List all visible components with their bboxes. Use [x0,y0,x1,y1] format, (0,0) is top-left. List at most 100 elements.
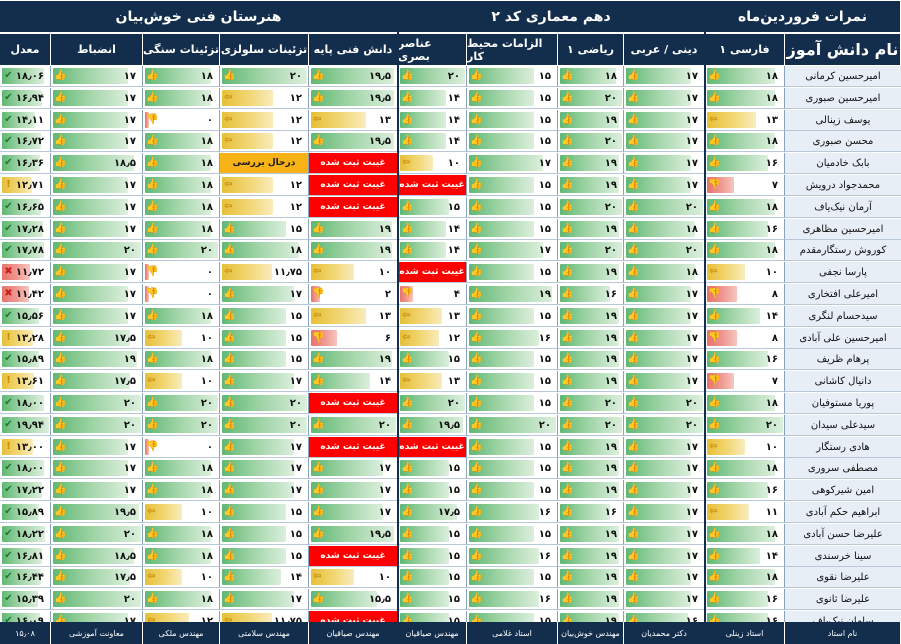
grade-cell-dini-arabi[interactable]: 👍 ۱۷ [624,110,705,131]
grade-cell-farsi[interactable]: 👍 ۱۶ [705,480,785,501]
student-name-cell[interactable]: سیدعلی سیدان [785,415,901,436]
grade-cell-tazeinat-sangi[interactable]: ⇦ ۱۰ [143,502,220,523]
col-header-tazeinat-sangi[interactable]: تزئینات سنگی [143,32,220,65]
grade-cell-moadel[interactable]: ✔ ۱۶٫۶۵ [0,197,51,218]
grade-cell-farsi[interactable]: 👍 ۱۸ [705,88,785,109]
grade-cell-tazeinat-sangi[interactable]: 👍 ۱۸ [143,197,220,218]
grade-cell-riazi[interactable]: 👍 ۱۹ [558,546,624,567]
grade-cell-danesh[interactable]: 👍 ۱۹٫۵ [309,131,398,152]
grade-cell-anasor[interactable]: 👍 ۱۴ [398,88,467,109]
grade-cell-farsi[interactable]: 👍 ۱۶ [705,589,785,610]
grade-cell-moadel[interactable]: ✔ ۱۶٫۳۶ [0,153,51,174]
grade-cell-tazeinat-sangi[interactable]: 👍 ۱۸ [143,131,220,152]
grade-cell-enzebat[interactable]: 👍 ۱۷ [51,131,143,152]
grade-cell-tazeinat-sangi[interactable]: 👍 ۱۸ [143,589,220,610]
grade-cell-tazeinat-sangi[interactable]: ⇦ ۱۰ [143,371,220,392]
grade-cell-danesh[interactable]: 👍 ۱۹٫۵ [309,524,398,545]
grade-cell-tazeinat-sangi[interactable]: 👍 ۱۸ [143,66,220,87]
grade-cell-dini-arabi[interactable]: 👍 ۲۰ [624,240,705,261]
grade-cell-elzamat[interactable]: 👍 ۱۵ [467,458,558,479]
grade-cell-tazeinat-soluli[interactable]: ⇦ ۱۲ [220,131,309,152]
grade-cell-tazeinat-sangi[interactable]: 👎 ۰ [143,110,220,131]
grade-cell-tazeinat-soluli[interactable]: 👍 ۱۵ [220,524,309,545]
grade-cell-tazeinat-sangi[interactable]: 👎 ۰ [143,284,220,305]
grade-cell-tazeinat-soluli[interactable]: 👍 ۱۴ [220,567,309,588]
grade-cell-tazeinat-sangi[interactable]: ⇦ ۱۰ [143,567,220,588]
student-name-cell[interactable]: علیرضا ثانوی [785,589,901,610]
grade-cell-dini-arabi[interactable]: 👍 ۱۸ [624,219,705,240]
grade-cell-danesh[interactable]: ⇦ ۱۰ [309,262,398,283]
grade-cell-dini-arabi[interactable]: 👍 ۱۷ [624,589,705,610]
grade-cell-riazi[interactable]: 👍 ۱۸ [558,66,624,87]
grade-cell-danesh[interactable]: غیبت ثبت شده [309,393,398,414]
grade-cell-tazeinat-sangi[interactable]: 👍 ۱۸ [143,219,220,240]
grade-cell-anasor[interactable]: 👍 ۱۵ [398,480,467,501]
grade-cell-enzebat[interactable]: 👍 ۲۰ [51,589,143,610]
grade-cell-tazeinat-soluli[interactable]: درحال بررسی [220,153,309,174]
grade-cell-elzamat[interactable]: 👍 ۱۵ [467,262,558,283]
grade-cell-danesh[interactable]: 👍 ۱۷ [309,458,398,479]
grade-cell-farsi[interactable]: 👍 ۱۸ [705,131,785,152]
grade-cell-enzebat[interactable]: 👍 ۱۸٫۵ [51,546,143,567]
grade-cell-elzamat[interactable]: 👍 ۱۵ [467,306,558,327]
grade-cell-farsi[interactable]: 👍 ۱۸ [705,458,785,479]
grade-cell-tazeinat-soluli[interactable]: 👍 ۱۵ [220,328,309,349]
grade-cell-tazeinat-sangi[interactable]: 👍 ۲۰ [143,415,220,436]
grade-cell-dini-arabi[interactable]: 👍 ۱۷ [624,437,705,458]
grade-cell-enzebat[interactable]: 👍 ۱۸٫۵ [51,153,143,174]
grade-cell-anasor[interactable]: 👍 ۱۵ [398,524,467,545]
grade-cell-enzebat[interactable]: 👍 ۱۷٫۵ [51,371,143,392]
student-name-cell[interactable]: ابراهیم حکم آبادی [785,502,901,523]
grade-cell-enzebat[interactable]: 👍 ۱۷ [51,458,143,479]
grade-cell-riazi[interactable]: 👍 ۱۹ [558,349,624,370]
grade-cell-enzebat[interactable]: 👍 ۱۷ [51,262,143,283]
grade-cell-moadel[interactable]: ✔ ۱۸٫۰۰ [0,458,51,479]
grade-cell-moadel[interactable]: ! ۱۳٫۲۸ [0,328,51,349]
grade-cell-riazi[interactable]: 👍 ۱۹ [558,262,624,283]
student-name-cell[interactable]: کوروش رستگارمقدم [785,240,901,261]
student-name-cell[interactable]: امیرحسین مظاهری [785,219,901,240]
grade-cell-tazeinat-sangi[interactable]: 👍 ۱۸ [143,480,220,501]
grade-cell-dini-arabi[interactable]: 👍 ۱۷ [624,502,705,523]
col-header-moadel[interactable]: معدل [0,32,51,65]
grade-cell-moadel[interactable]: ✔ ۱۶٫۴۴ [0,567,51,588]
grade-cell-enzebat[interactable]: 👍 ۱۹ [51,349,143,370]
grade-cell-tazeinat-soluli[interactable]: 👍 ۱۷ [220,589,309,610]
grade-cell-tazeinat-soluli[interactable]: 👍 ۲۰ [220,393,309,414]
grade-cell-tazeinat-soluli[interactable]: 👍 ۱۷ [220,437,309,458]
grade-cell-danesh[interactable]: 👍 ۱۷ [309,480,398,501]
grade-cell-riazi[interactable]: 👍 ۱۹ [558,458,624,479]
grade-cell-tazeinat-sangi[interactable]: 👍 ۱۸ [143,524,220,545]
grade-cell-farsi[interactable]: ⇦ ۱۰ [705,262,785,283]
grade-cell-moadel[interactable]: ✔ ۱۵٫۸۹ [0,502,51,523]
grade-cell-anasor[interactable]: ⇦ ۱۲ [398,328,467,349]
grade-cell-elzamat[interactable]: 👍 ۱۵ [467,110,558,131]
grade-cell-riazi[interactable]: 👍 ۲۰ [558,393,624,414]
grade-cell-enzebat[interactable]: 👍 ۲۰ [51,524,143,545]
grade-cell-elzamat[interactable]: 👍 ۱۹ [467,284,558,305]
grade-cell-anasor[interactable]: 👍 ۱۹٫۵ [398,415,467,436]
grade-cell-enzebat[interactable]: 👍 ۱۷ [51,110,143,131]
grade-cell-elzamat[interactable]: 👍 ۱۵ [467,197,558,218]
grade-cell-riazi[interactable]: 👍 ۱۹ [558,175,624,196]
grade-cell-farsi[interactable]: 👍 ۱۸ [705,393,785,414]
grade-cell-dini-arabi[interactable]: 👍 ۲۰ [624,415,705,436]
grade-cell-moadel[interactable]: ✔ ۱۹٫۹۴ [0,415,51,436]
grade-cell-tazeinat-soluli[interactable]: ⇦ ۱۲ [220,110,309,131]
grade-cell-danesh[interactable]: غیبت ثبت شده [309,153,398,174]
grade-cell-tazeinat-sangi[interactable]: 👍 ۱۸ [143,153,220,174]
grade-cell-tazeinat-soluli[interactable]: 👍 ۱۸ [220,240,309,261]
grade-cell-dini-arabi[interactable]: 👍 ۲۰ [624,393,705,414]
grade-cell-enzebat[interactable]: 👍 ۱۷ [51,219,143,240]
grade-cell-elzamat[interactable]: 👍 ۱۵ [467,219,558,240]
grade-cell-tazeinat-soluli[interactable]: 👍 ۱۵ [220,502,309,523]
grade-cell-enzebat[interactable]: 👍 ۱۷٫۵ [51,328,143,349]
grade-cell-dini-arabi[interactable]: 👍 ۱۷ [624,284,705,305]
grade-cell-enzebat[interactable]: 👍 ۱۷ [51,284,143,305]
grade-cell-tazeinat-soluli[interactable]: 👍 ۱۷ [220,480,309,501]
grade-cell-elzamat[interactable]: 👍 ۱۵ [467,131,558,152]
grade-cell-tazeinat-soluli[interactable]: ⇦ ۱۲ [220,175,309,196]
grade-cell-dini-arabi[interactable]: 👍 ۱۷ [624,66,705,87]
grade-cell-dini-arabi[interactable]: 👍 ۱۷ [624,458,705,479]
student-name-cell[interactable]: پرهام ظریف [785,349,901,370]
